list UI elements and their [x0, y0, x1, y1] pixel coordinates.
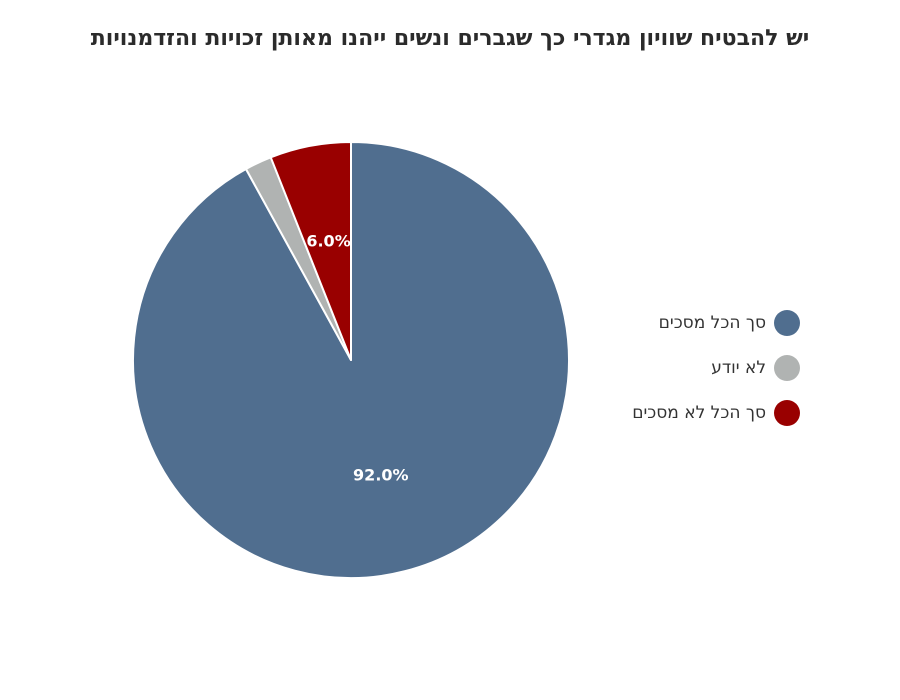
legend-label: לא יודע — [711, 357, 766, 378]
legend-item: לא יודע — [632, 345, 800, 390]
pie-slice — [269, 141, 352, 361]
chart-title: יש להבטיח שוויון מגדרי כך שגברים ונשים י… — [90, 26, 810, 51]
legend-item: סך הכל מסכים — [632, 300, 800, 345]
slice-data-label: 92.0% — [353, 466, 409, 485]
legend-label: סך הכל מסכים — [658, 312, 766, 333]
legend-item: סך הכל לא מסכים — [632, 390, 800, 435]
legend-swatch — [774, 309, 800, 336]
legend-label: סך הכל לא מסכים — [632, 402, 766, 423]
slice-data-label: 6.0% — [306, 232, 350, 251]
chart-legend: סך הכל מסכים לא יודע סך הכל לא מסכים — [632, 300, 800, 435]
legend-swatch — [774, 399, 800, 426]
legend-swatch — [774, 354, 800, 381]
